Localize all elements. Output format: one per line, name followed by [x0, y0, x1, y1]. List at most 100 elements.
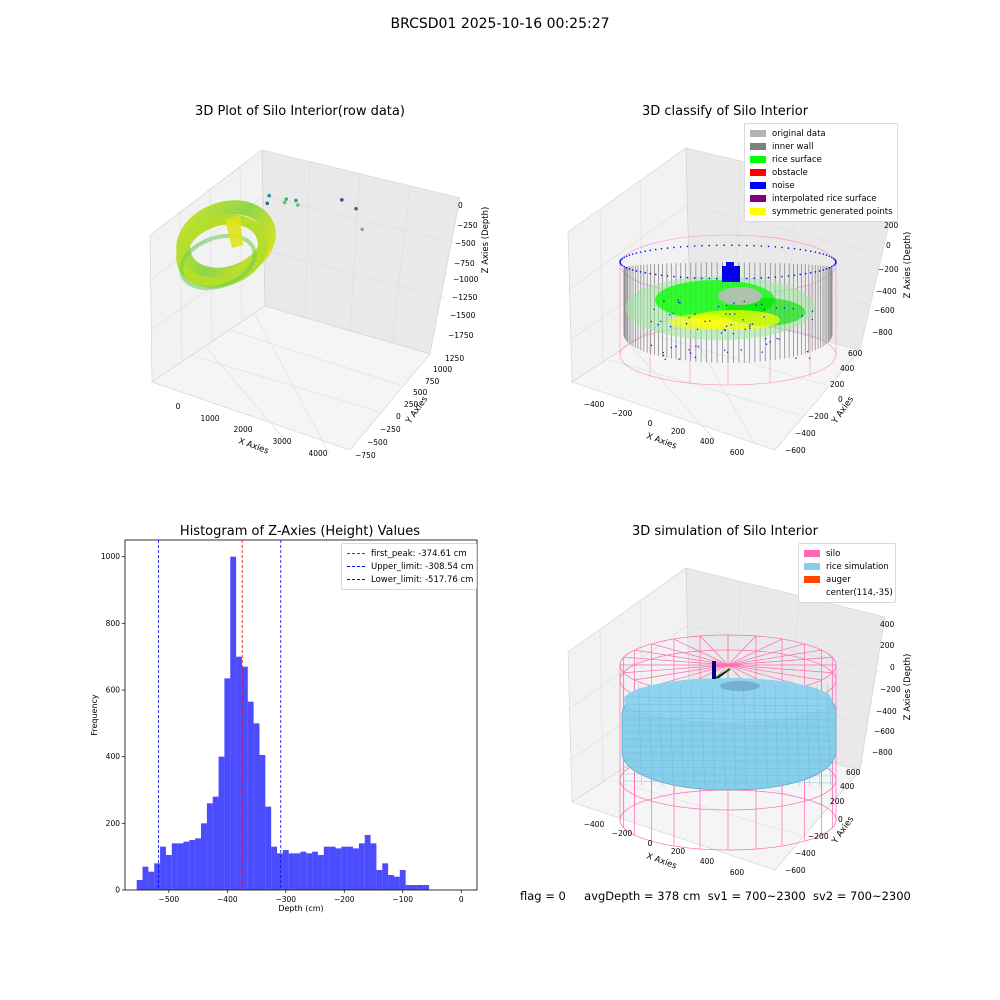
silo-wire [727, 664, 822, 681]
svg-text:−400: −400 [876, 707, 897, 716]
histogram-bar [399, 870, 406, 890]
noise-point [814, 271, 817, 273]
silo-wire [727, 638, 783, 666]
silo-wire [673, 638, 729, 666]
raw-outlier-point [265, 201, 270, 206]
histogram-bar [177, 843, 184, 890]
rice-mesh-line [623, 703, 835, 707]
y-tick-label: 600 [106, 686, 121, 695]
legend-line-upper-limit [347, 566, 365, 567]
panel2-z-ticks: −800 −600 −400 −200 0 200 [872, 221, 899, 337]
histogram-bar [329, 846, 336, 890]
rice-mesh-line [623, 745, 835, 749]
rice-mesh-line [623, 696, 835, 700]
raw-outlier-point [354, 206, 358, 211]
noise-point [717, 305, 720, 308]
noise-point [631, 253, 634, 255]
histogram-bar [259, 755, 266, 890]
noise-point [765, 338, 767, 340]
panel2-title: 3D classify of Silo Interior [641, 104, 809, 119]
svg-text:−750: −750 [355, 451, 376, 460]
panel4-auger [712, 661, 731, 679]
svg-text:−200: −200 [612, 829, 633, 838]
silo-wire [727, 643, 805, 666]
noise-point [738, 244, 741, 247]
noise-point [769, 341, 771, 343]
panel4-rice-simulation [621, 678, 837, 791]
noise-point [792, 308, 795, 310]
noise-point [625, 266, 628, 269]
svg-text:4000: 4000 [308, 449, 327, 458]
histogram-bar [230, 556, 237, 890]
noise-point [695, 345, 697, 347]
histogram-bar [376, 870, 383, 890]
svg-text:0: 0 [886, 241, 891, 250]
noise-point [708, 244, 711, 247]
legend-item-inner-wall: inner wall [750, 140, 892, 153]
svg-text:−750: −750 [454, 259, 475, 268]
noise-point [743, 300, 745, 303]
histogram-bar [370, 843, 377, 890]
silo-wire [727, 635, 757, 666]
y-tick-label: 1000 [101, 552, 120, 561]
svg-text:−600: −600 [874, 306, 895, 315]
noise-point [730, 324, 732, 326]
legend-item-rice-simulation: rice simulation [804, 560, 890, 573]
svg-text:600: 600 [730, 448, 745, 457]
panel4-title: 3D simulation of Silo Interior [632, 524, 818, 539]
noise-point [760, 277, 763, 279]
histogram-bar [277, 853, 283, 890]
noise-point [725, 304, 728, 307]
noise-point [654, 248, 657, 251]
noise-point [696, 328, 699, 330]
noise-point [639, 251, 642, 253]
histogram-bar [189, 840, 196, 890]
noise-point [694, 313, 696, 315]
histogram-bar [160, 846, 166, 890]
legend-swatch-original-data [750, 130, 766, 137]
noise-point [635, 270, 638, 272]
footer-sv2: sv2 = 700~2300 [812, 889, 911, 903]
histogram-bar [393, 876, 400, 890]
noise-point [734, 313, 736, 315]
rice-mesh-line [690, 683, 695, 787]
rice-mesh-line [623, 724, 835, 728]
silo-wire [623, 656, 729, 666]
panel4-axes3d: −400 −200 0 200 400 600 −600 −400 −200 0… [567, 567, 913, 877]
legend-swatch-auger [804, 576, 820, 583]
panel3-vlines [158, 540, 282, 890]
noise-point [793, 247, 796, 250]
svg-text:−500: −500 [367, 438, 388, 447]
noise-point [628, 254, 631, 256]
svg-text:200: 200 [671, 427, 686, 436]
svg-text:−250: −250 [457, 221, 478, 230]
noise-point [753, 277, 755, 280]
histogram-bar [142, 866, 149, 890]
histogram-bar [224, 678, 231, 890]
noise-point [701, 244, 703, 247]
legend-item-auger: auger [804, 573, 890, 586]
noise-point [666, 275, 669, 277]
noise-point [663, 300, 665, 302]
noise-point [660, 320, 662, 323]
noise-point [631, 269, 634, 271]
noise-point [822, 269, 825, 271]
panel1-x-ticks: 0 1000 2000 3000 4000 [176, 402, 328, 458]
panel1-title: 3D Plot of Silo Interior(row data) [195, 104, 405, 119]
noise-point [814, 251, 817, 253]
histogram-bar [312, 851, 318, 890]
svg-text:400: 400 [880, 620, 895, 629]
noise-point [694, 356, 697, 359]
noise-point [620, 263, 622, 266]
figure-suptitle: BRCSD01 2025-10-16 00:25:27 [390, 16, 610, 32]
panel3-x-ticks: −500 −400 −300 −200 −100 0 [159, 890, 464, 904]
rice-mesh-line [623, 752, 835, 756]
svg-text:−1250: −1250 [452, 293, 478, 302]
svg-text:200: 200 [884, 221, 899, 230]
legend-swatch-rice-surface [750, 156, 766, 163]
rice-mesh-line [623, 710, 835, 714]
noise-point [623, 256, 625, 259]
legend-line-lower-limit [347, 579, 365, 580]
rice-mesh-line [623, 731, 835, 735]
